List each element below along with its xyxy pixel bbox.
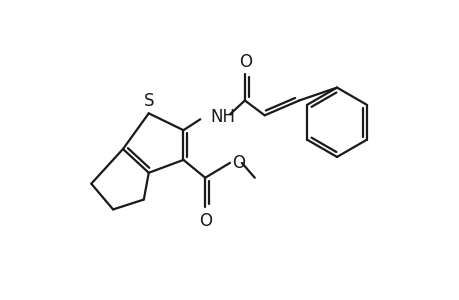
Text: O: O bbox=[198, 212, 211, 230]
Text: O: O bbox=[231, 154, 245, 172]
Text: NH: NH bbox=[210, 108, 235, 126]
Text: S: S bbox=[143, 92, 154, 110]
Text: O: O bbox=[239, 53, 252, 71]
